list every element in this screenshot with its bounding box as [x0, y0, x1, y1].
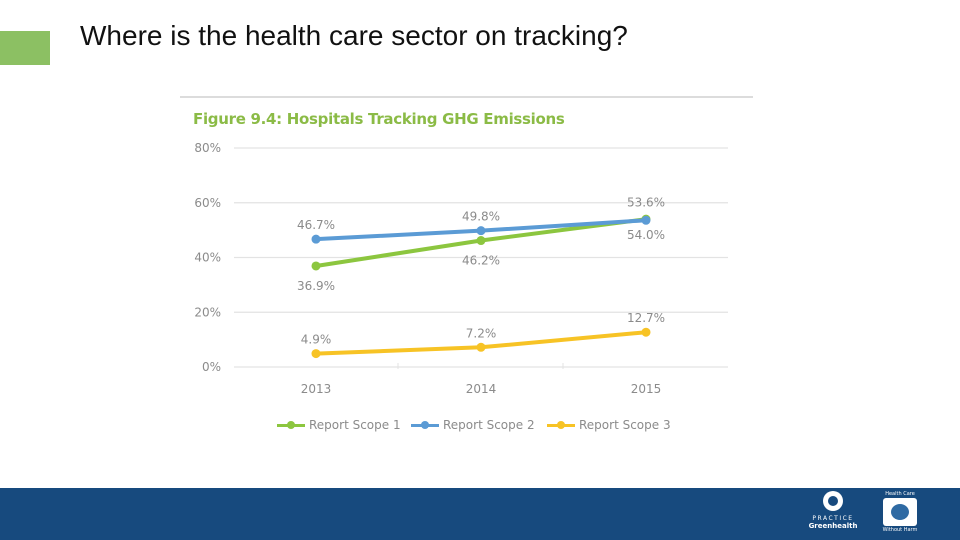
chart-legend: Report Scope 1 Report Scope 2 Report Scope…: [0, 418, 960, 438]
x-tick-label: 2013: [301, 382, 332, 396]
data-point: [311, 234, 321, 244]
data-label: 36.9%: [297, 279, 335, 293]
legend-item: Report Scope 1: [277, 418, 401, 432]
logo-text-practice: PRACTICE: [812, 515, 854, 522]
data-labels: 36.9% 46.2% 54.0% 46.7% 49.8% 53.6% 4.9% 7.2% 12…: [297, 195, 665, 346]
chart-title: Figure 9.4: Hospitals Tracking GHG Emiss…: [193, 110, 565, 128]
data-label: 4.9%: [301, 333, 332, 347]
data-label: 46.2%: [462, 254, 500, 268]
data-point: [641, 215, 651, 225]
data-point: [311, 261, 321, 271]
data-label: 46.7%: [297, 218, 335, 232]
legend-item: Report Scope 2: [411, 418, 535, 432]
leaf-emblem-icon: [823, 491, 843, 511]
data-point: [476, 342, 486, 352]
logo-text-health-care: Health Care: [885, 491, 915, 497]
data-point: [476, 236, 486, 246]
data-label: 53.6%: [627, 195, 665, 209]
chart-series: [311, 214, 651, 359]
title-accent-bar: [0, 31, 50, 65]
data-label: 49.8%: [462, 210, 500, 224]
logo-text-greenhealth: Greenhealth: [808, 522, 858, 530]
y-tick-label: 20%: [194, 305, 221, 319]
x-axis-ticks: 2013 2014 2015: [301, 382, 662, 396]
x-tick-label: 2014: [466, 382, 497, 396]
y-tick-label: 80%: [194, 141, 221, 155]
legend-item: Report Scope 3: [547, 418, 671, 432]
slide-title: Where is the health care sector on track…: [80, 20, 628, 51]
data-label: 7.2%: [466, 326, 497, 340]
x-tick-label: 2015: [631, 382, 662, 396]
legend-label: Report Scope 2: [443, 418, 535, 432]
globe-emblem-icon: [883, 498, 917, 526]
data-point: [311, 349, 321, 359]
y-tick-label: 60%: [194, 196, 221, 210]
chart-grid: [234, 147, 728, 369]
legend-swatch: [277, 420, 305, 429]
chart-top-rule: [180, 96, 753, 98]
legend-swatch: [411, 420, 439, 429]
data-point: [476, 226, 486, 236]
footer-bar: [0, 488, 960, 540]
data-label: 54.0%: [627, 228, 665, 242]
y-axis-ticks: 0% 20% 40% 60% 80%: [194, 141, 221, 374]
y-tick-label: 0%: [202, 360, 221, 374]
legend-label: Report Scope 3: [579, 418, 671, 432]
y-tick-label: 40%: [194, 251, 221, 265]
legend-label: Report Scope 1: [309, 418, 401, 432]
practice-greenhealth-logo: PRACTICE Greenhealth: [806, 491, 860, 537]
data-point: [641, 327, 651, 337]
logo-text-without-harm: Without Harm: [882, 527, 918, 533]
hcwh-logo: Health Care Without Harm: [878, 491, 922, 537]
legend-swatch: [547, 420, 575, 429]
data-label: 12.7%: [627, 311, 665, 325]
